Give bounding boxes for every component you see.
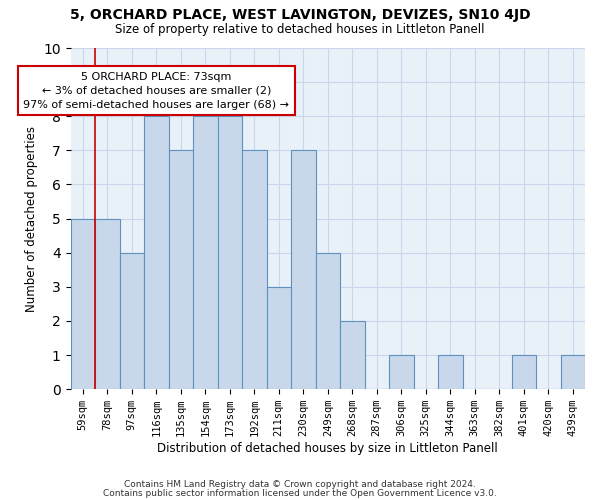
Bar [291, 150, 316, 389]
Bar [316, 252, 340, 389]
Bar [144, 116, 169, 389]
Bar [340, 321, 365, 389]
Bar [169, 150, 193, 389]
Bar [95, 218, 119, 389]
Bar [119, 252, 144, 389]
Text: Contains HM Land Registry data © Crown copyright and database right 2024.: Contains HM Land Registry data © Crown c… [124, 480, 476, 489]
Bar [389, 355, 413, 389]
Bar [438, 355, 463, 389]
Text: Contains public sector information licensed under the Open Government Licence v3: Contains public sector information licen… [103, 488, 497, 498]
Bar [560, 355, 585, 389]
Bar [242, 150, 266, 389]
Text: 5, ORCHARD PLACE, WEST LAVINGTON, DEVIZES, SN10 4JD: 5, ORCHARD PLACE, WEST LAVINGTON, DEVIZE… [70, 8, 530, 22]
Text: Size of property relative to detached houses in Littleton Panell: Size of property relative to detached ho… [115, 22, 485, 36]
Bar [218, 116, 242, 389]
Y-axis label: Number of detached properties: Number of detached properties [25, 126, 38, 312]
Bar [193, 116, 218, 389]
Bar [71, 218, 95, 389]
Bar [511, 355, 536, 389]
Text: 5 ORCHARD PLACE: 73sqm
← 3% of detached houses are smaller (2)
97% of semi-detac: 5 ORCHARD PLACE: 73sqm ← 3% of detached … [23, 72, 289, 110]
X-axis label: Distribution of detached houses by size in Littleton Panell: Distribution of detached houses by size … [157, 442, 498, 455]
Bar [266, 287, 291, 389]
